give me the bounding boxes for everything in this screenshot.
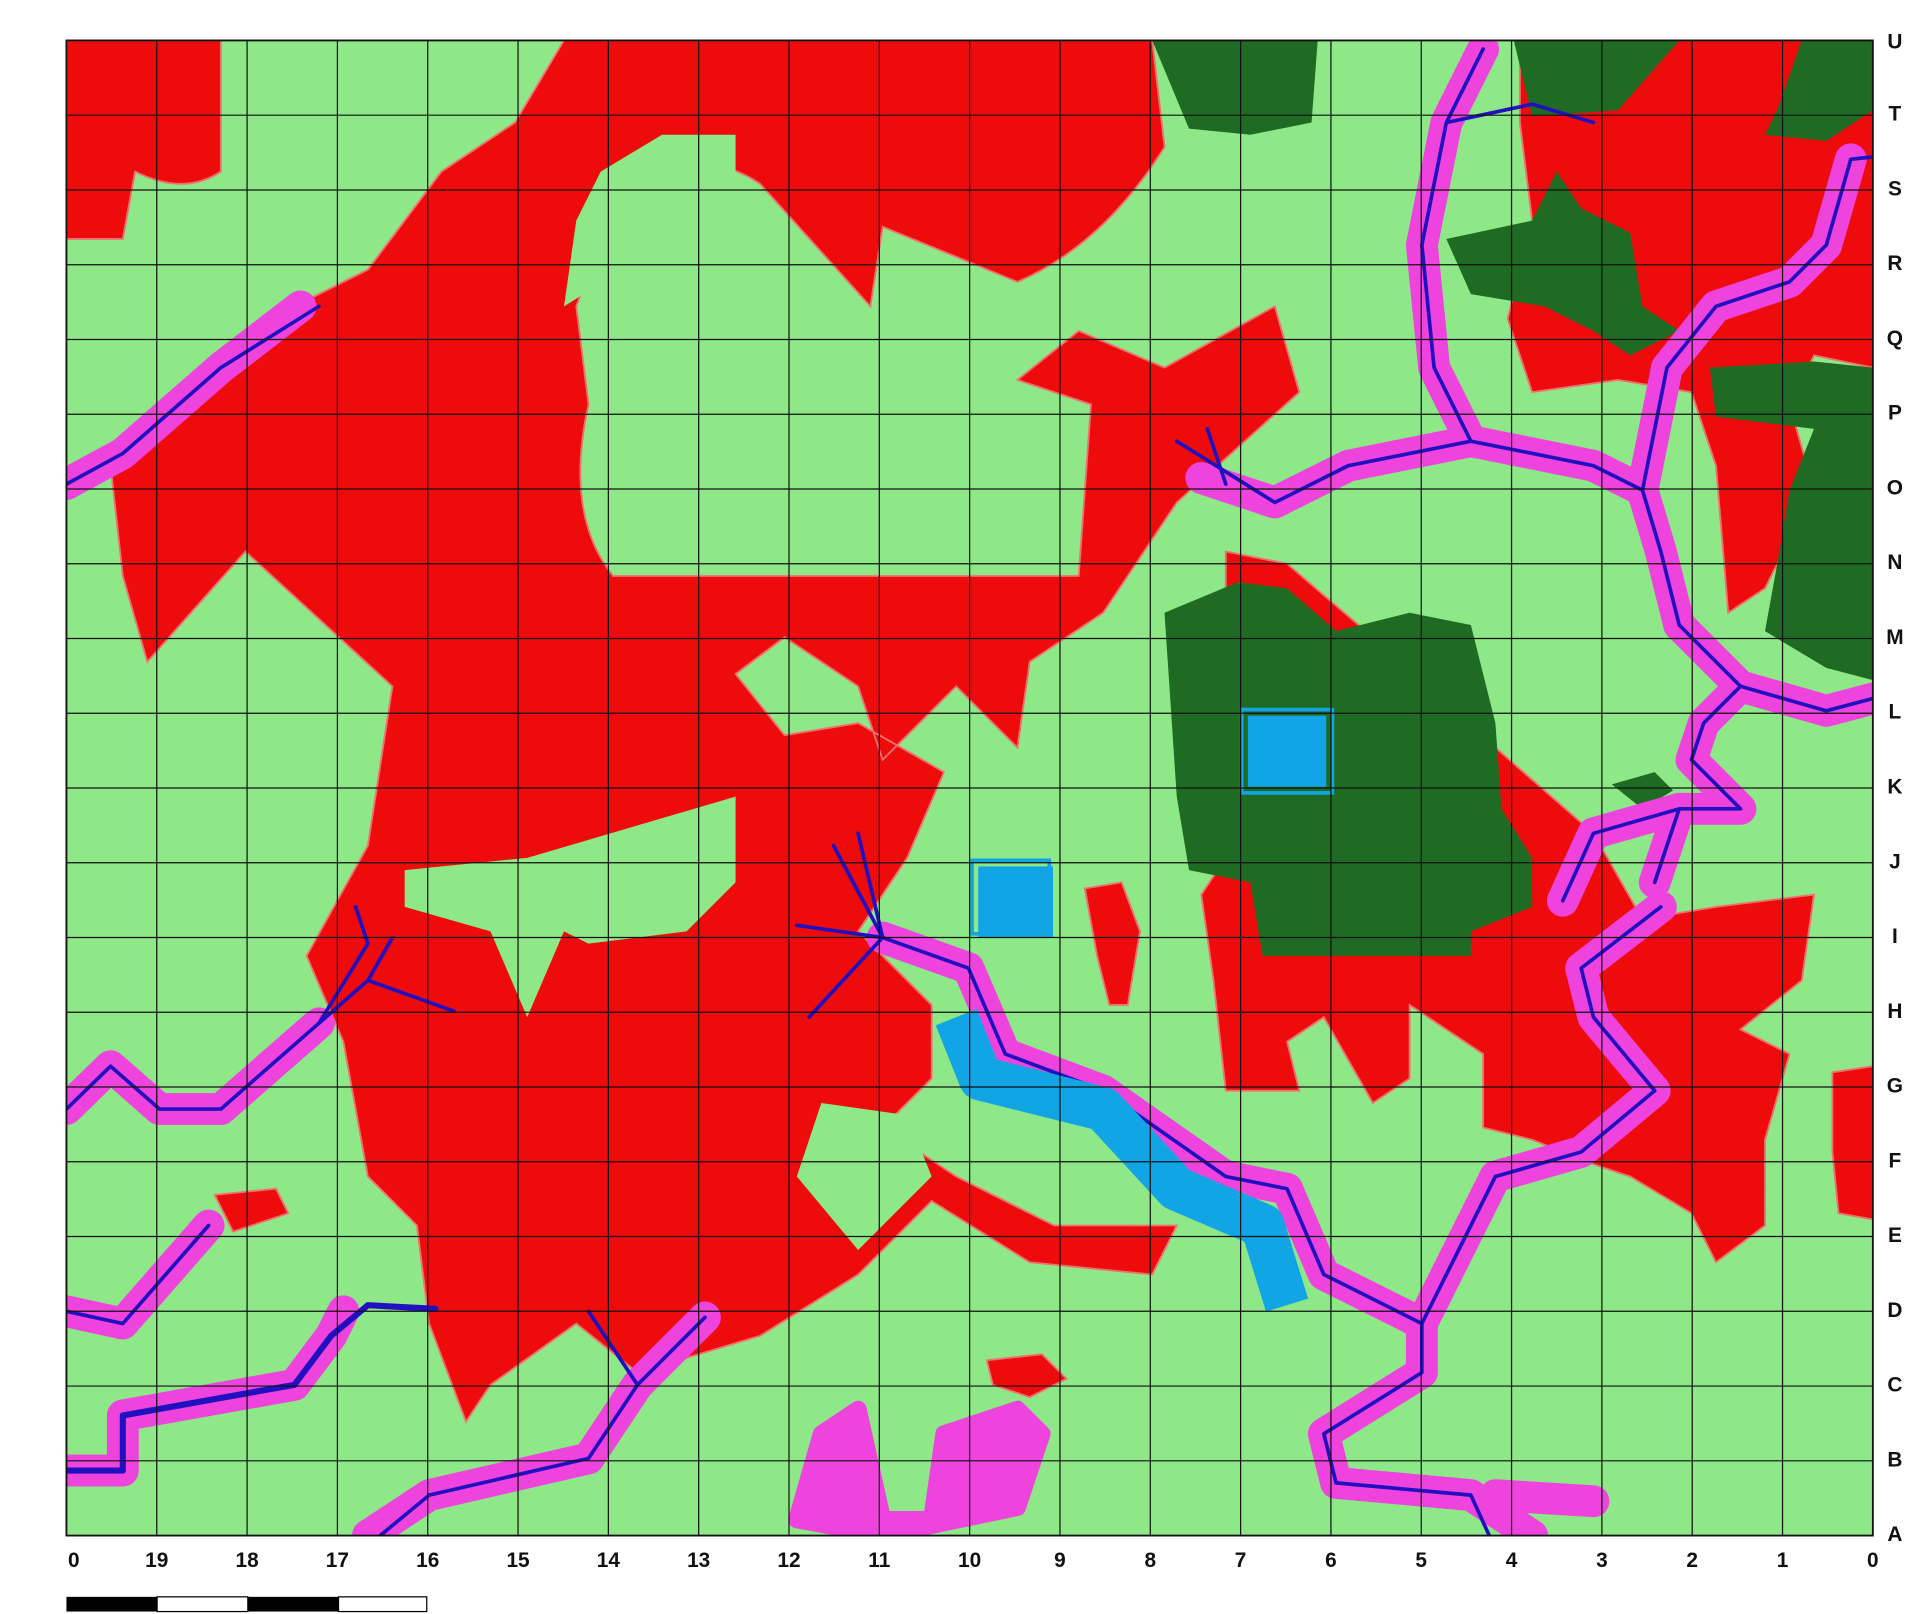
column-label: 13 (687, 1549, 710, 1572)
row-label: A (1887, 1523, 1902, 1546)
row-label: P (1888, 402, 1902, 425)
column-label: 9 (1054, 1549, 1066, 1572)
column-label: 5 (1415, 1549, 1427, 1572)
river (1174, 427, 1743, 885)
row-label: R (1887, 252, 1902, 275)
scale-bar (66, 1596, 428, 1613)
building (1245, 713, 1329, 790)
river (795, 831, 885, 1020)
row-label: J (1889, 850, 1901, 873)
zone-forest (1513, 40, 1680, 117)
column-label: 12 (777, 1549, 800, 1572)
river (1420, 905, 1663, 1326)
row-label: F (1889, 1149, 1902, 1172)
building-outline (970, 858, 1052, 936)
column-label: 3 (1596, 1549, 1608, 1572)
column-label: 6 (1325, 1549, 1337, 1572)
column-label: 8 (1144, 1549, 1156, 1572)
column-label: 14 (597, 1549, 621, 1572)
river-bank (788, 1400, 1051, 1536)
row-label: K (1887, 776, 1902, 799)
row-label: B (1887, 1448, 1902, 1471)
row-label: D (1887, 1299, 1902, 1322)
river (66, 1223, 211, 1326)
river (317, 905, 395, 1026)
row-label: C (1887, 1374, 1902, 1397)
column-label: 17 (326, 1549, 349, 1572)
column-label: 7 (1235, 1549, 1247, 1572)
zone-forest (1152, 40, 1318, 135)
column-label: 18 (235, 1549, 258, 1572)
row-label: Q (1887, 327, 1903, 350)
map-area (66, 40, 1873, 1536)
zone-hole (563, 134, 736, 307)
river (378, 1309, 707, 1536)
row-label: T (1889, 103, 1902, 126)
column-label: 1 (1777, 1549, 1789, 1572)
river (1640, 155, 1873, 493)
river (880, 935, 1492, 1536)
lake (935, 1008, 1309, 1312)
scale-segment (66, 1596, 158, 1612)
river (66, 304, 321, 486)
river-bank (1724, 670, 1873, 727)
column-label: 0 (1867, 1549, 1879, 1572)
row-label: O (1887, 476, 1903, 499)
zone-forest (1446, 171, 1680, 356)
column-label: 4 (1506, 1549, 1518, 1572)
row-label: L (1889, 701, 1902, 724)
scale-segment (156, 1596, 249, 1613)
row-label: M (1886, 626, 1903, 649)
zone-forest (1709, 361, 1873, 681)
river (1560, 684, 1873, 903)
zone-red (1083, 881, 1141, 1006)
column-label: 2 (1686, 1549, 1698, 1572)
scale-segment (337, 1596, 428, 1613)
labels: 0 19 18 17 16 15 14 13 12 11 10 9 8 7 6 5 4 3 2 1 0UTSRQPONM… (68, 30, 1904, 1571)
scale-segment (247, 1596, 339, 1612)
zone-hole (796, 1102, 932, 1251)
zone-red (109, 40, 1301, 1424)
zone-red (213, 1187, 290, 1233)
building (975, 863, 1056, 940)
row-label: U (1887, 30, 1902, 53)
row-label: N (1887, 551, 1902, 574)
row-label: I (1892, 925, 1898, 948)
row-label: H (1887, 1000, 1902, 1023)
column-label: 16 (416, 1549, 439, 1572)
column-label: 19 (145, 1549, 168, 1572)
zone-forest (1765, 40, 1873, 141)
column-label: 15 (506, 1549, 529, 1572)
column-label: 11 (868, 1549, 890, 1572)
grid (66, 40, 1873, 1536)
row-label: E (1888, 1224, 1902, 1247)
column-label: 10 (958, 1549, 981, 1572)
map-frame (65, 39, 1874, 1537)
river (66, 1302, 439, 1474)
zone-red (1831, 1065, 1873, 1221)
building-outline (1239, 707, 1335, 795)
river-bank (1479, 1479, 1610, 1518)
column-label: 0 (68, 1549, 80, 1572)
row-label: G (1887, 1075, 1903, 1098)
zone-hole (404, 796, 736, 1018)
row-label: S (1888, 177, 1902, 200)
